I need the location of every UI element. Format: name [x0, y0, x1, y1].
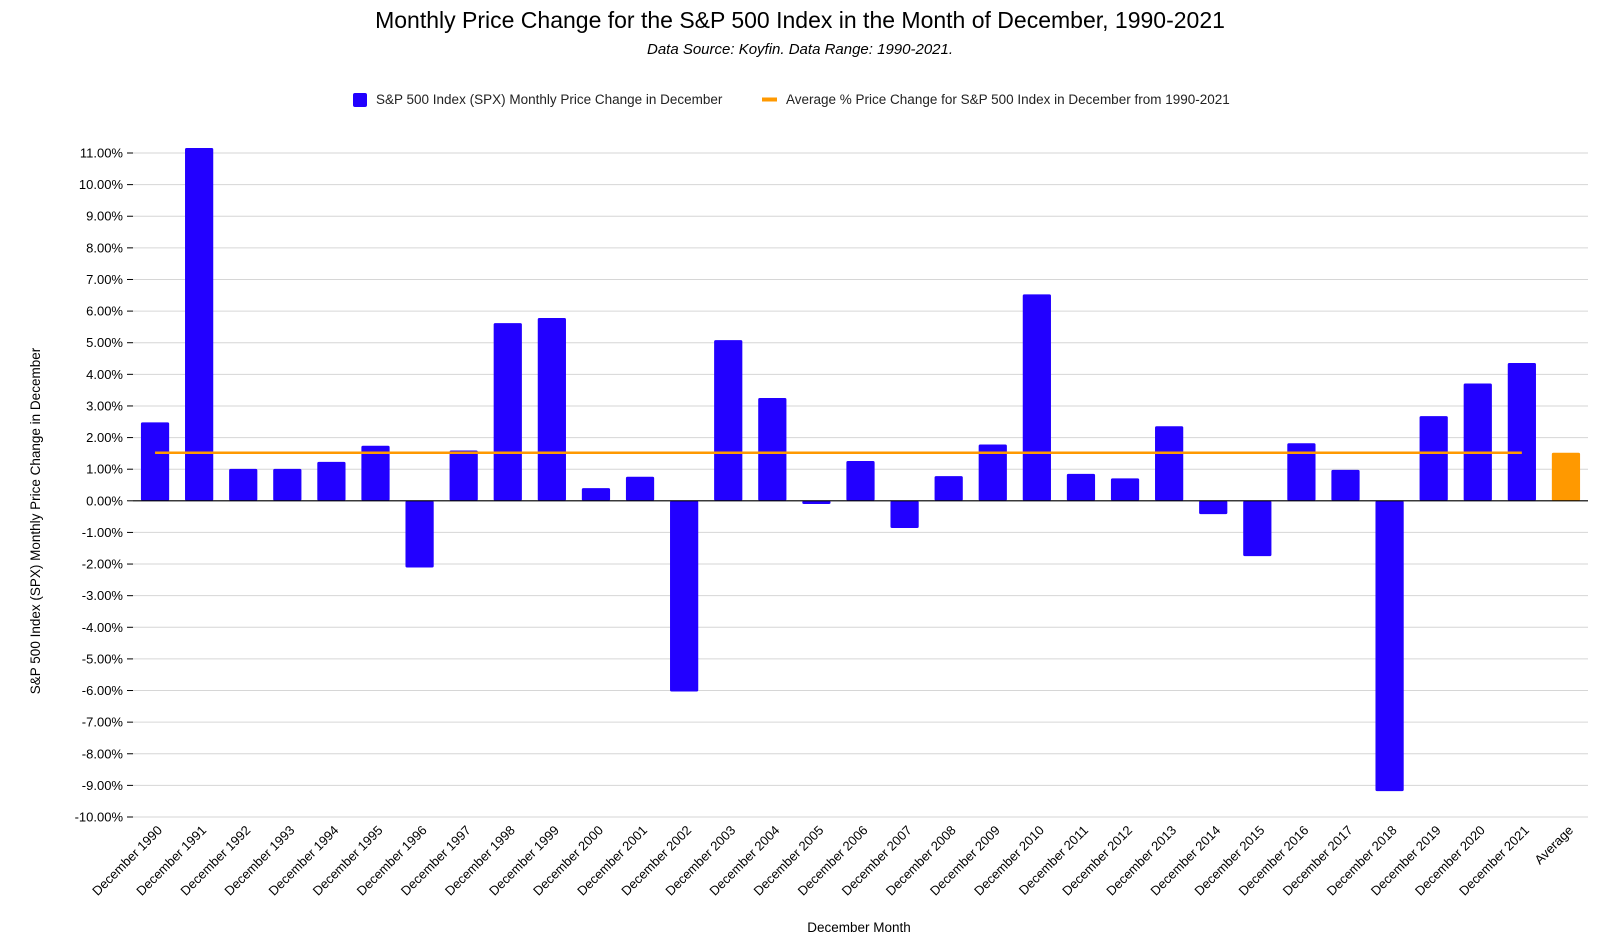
- bar: [1287, 443, 1316, 501]
- y-tick-label: 7.00%: [86, 272, 123, 287]
- average-bar: [1551, 452, 1581, 501]
- y-tick-label: -2.00%: [82, 557, 124, 572]
- y-tick-label: 1.00%: [86, 462, 123, 477]
- y-tick-label: 8.00%: [86, 240, 123, 255]
- bar: [1155, 426, 1184, 501]
- legend-swatch-average: [762, 97, 777, 102]
- bar: [405, 500, 434, 568]
- legend: S&P 500 Index (SPX) Monthly Price Change…: [353, 92, 1230, 107]
- y-tick-label: -1.00%: [82, 525, 124, 540]
- bar: [1331, 469, 1360, 501]
- y-tick-label: 6.00%: [86, 304, 123, 319]
- bar: [670, 500, 699, 692]
- bar: [1066, 473, 1096, 501]
- bar: [846, 460, 875, 501]
- y-tick-label: -5.00%: [82, 651, 124, 666]
- y-tick-label: -9.00%: [82, 778, 124, 793]
- y-tick-label: 4.00%: [86, 367, 123, 382]
- bar: [581, 488, 611, 501]
- bar: [890, 500, 919, 529]
- bar: [537, 318, 566, 501]
- x-axis-label: December Month: [807, 920, 911, 935]
- y-tick-label: -6.00%: [82, 683, 124, 698]
- bar: [1110, 478, 1140, 501]
- y-tick-label: 2.00%: [86, 430, 123, 445]
- y-tick-label: -8.00%: [82, 746, 124, 761]
- y-tick-label: -10.00%: [75, 810, 124, 825]
- bar: [493, 323, 522, 501]
- y-axis-ticks: -10.00% -9.00% -8.00% -7.00% -6.00% -5.00% -4.…: [75, 146, 133, 825]
- y-tick-label: -7.00%: [82, 715, 124, 730]
- bar: [758, 398, 787, 501]
- bar: [1243, 500, 1272, 557]
- y-tick-label: 11.00%: [80, 146, 124, 161]
- bar: [802, 500, 831, 504]
- bar: [140, 422, 170, 501]
- bar: [625, 476, 655, 501]
- bar: [1022, 294, 1051, 501]
- bar: [449, 450, 478, 501]
- bar: [1463, 383, 1492, 501]
- bar: [1507, 362, 1536, 501]
- y-tick-label: 9.00%: [86, 209, 123, 224]
- y-tick-label: 3.00%: [86, 398, 123, 413]
- bars: [140, 147, 1581, 792]
- bar: [1419, 416, 1448, 501]
- bar: [978, 444, 1007, 501]
- bar: [185, 147, 214, 501]
- y-tick-label: 5.00%: [86, 335, 123, 350]
- bar: [934, 476, 963, 501]
- chart-subtitle: Data Source: Koyfin. Data Range: 1990-20…: [647, 41, 953, 58]
- y-axis-label: S&P 500 Index (SPX) Monthly Price Change…: [28, 347, 43, 694]
- y-tick-label: 10.00%: [79, 177, 124, 192]
- bar: [1375, 500, 1404, 792]
- y-tick-label: -3.00%: [82, 588, 124, 603]
- x-tick-label: Average: [1531, 823, 1576, 868]
- y-tick-label: -4.00%: [82, 620, 124, 635]
- bar: [273, 468, 302, 501]
- bar: [317, 461, 346, 501]
- bar: [229, 468, 258, 501]
- bar: [361, 445, 390, 501]
- legend-label-average: Average % Price Change for S&P 500 Index…: [786, 92, 1230, 107]
- chart-title: Monthly Price Change for the S&P 500 Ind…: [375, 7, 1225, 33]
- bar: [714, 340, 743, 501]
- y-tick-label: 0.00%: [86, 493, 123, 508]
- legend-swatch-monthly-change: [353, 93, 367, 107]
- bar: [1199, 500, 1228, 515]
- legend-label-monthly-change: S&P 500 Index (SPX) Monthly Price Change…: [376, 92, 723, 107]
